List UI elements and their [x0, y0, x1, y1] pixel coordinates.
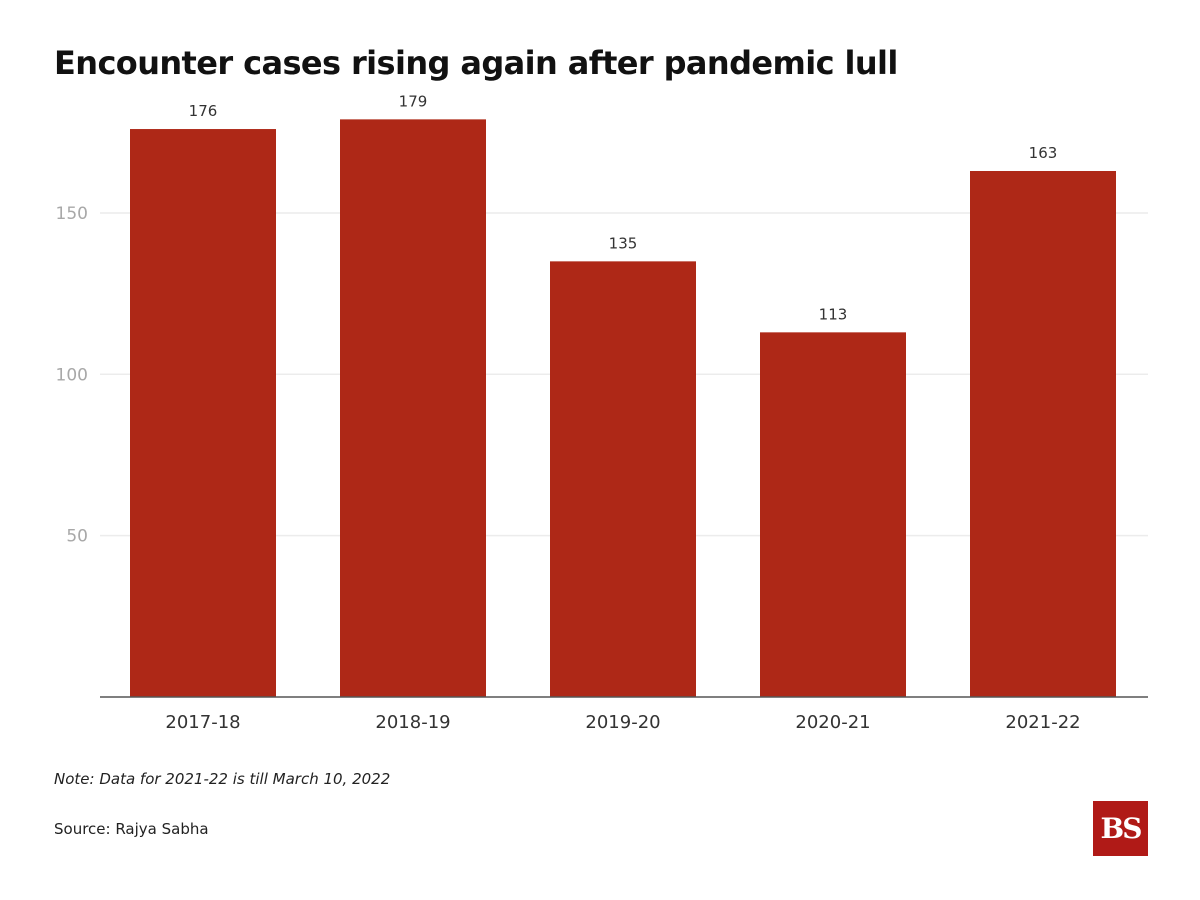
bar-2017-18 — [130, 129, 276, 698]
bar-2021-22 — [970, 170, 1116, 697]
x-tick-label: 2020-21 — [795, 712, 870, 733]
bar-2018-19 — [340, 119, 486, 697]
bar-value-label: 179 — [399, 92, 428, 110]
x-tick-label: 2021-22 — [1005, 712, 1080, 733]
x-axis-tick-labels: 2017-18 2018-19 2019-20 2020-21 2021-22 — [165, 712, 1080, 733]
y-tick-label: 100 — [56, 365, 88, 385]
chart-source: Source: Rajya Sabha — [54, 820, 209, 838]
bar-value-label: 135 — [609, 234, 638, 252]
x-tick-label: 2018-19 — [375, 712, 450, 733]
chart-title: Encounter cases rising again after pande… — [54, 44, 898, 82]
bar-2020-21 — [760, 332, 906, 697]
y-tick-label: 150 — [56, 204, 88, 224]
y-axis-tick-labels: 50 100 150 — [56, 204, 88, 547]
bars — [130, 119, 1116, 698]
bar-value-label: 113 — [819, 305, 848, 323]
x-tick-label: 2017-18 — [165, 712, 240, 733]
x-tick-label: 2019-20 — [585, 712, 660, 733]
y-tick-label: 50 — [66, 527, 88, 547]
bar-value-label: 163 — [1029, 144, 1058, 162]
bar-2019-20 — [550, 261, 696, 697]
bar-value-label: 176 — [189, 102, 218, 120]
bar-value-labels: 176 179 135 113 163 — [189, 92, 1058, 323]
chart-note: Note: Data for 2021-22 is till March 10,… — [54, 770, 391, 788]
bs-logo: BS — [1093, 801, 1148, 856]
